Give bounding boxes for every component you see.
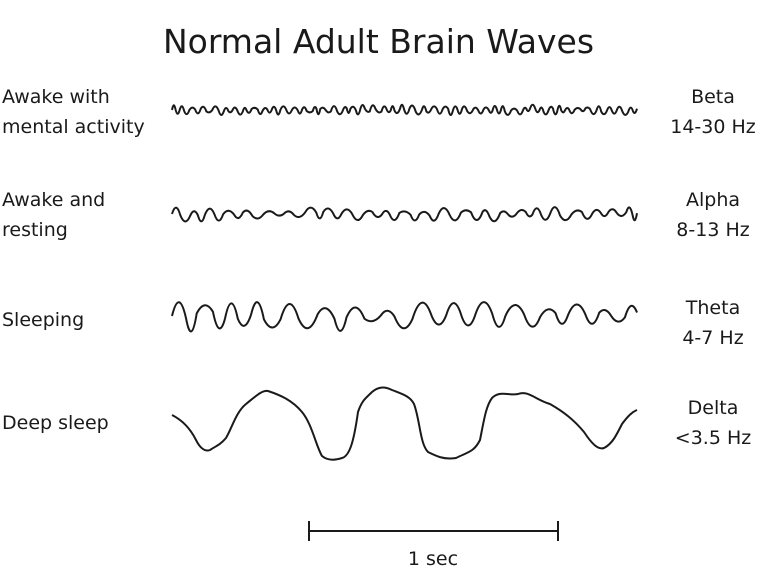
state-label-alpha: Awake and resting <box>2 185 105 245</box>
wave-name: Alpha <box>685 189 741 211</box>
beta-wave <box>171 103 638 116</box>
theta-wave <box>171 301 638 333</box>
scale-bar <box>308 521 559 541</box>
state-line: Awake with <box>2 86 110 108</box>
wave-label-theta: Theta 4-7 Hz <box>668 293 757 353</box>
wave-name: Theta <box>685 297 741 319</box>
state-line: Awake and <box>2 189 106 211</box>
state-line: Sleeping <box>2 309 85 331</box>
wave-frequency: 14-30 Hz <box>670 116 756 138</box>
wave-label-alpha: Alpha 8-13 Hz <box>668 185 757 245</box>
state-line: resting <box>2 219 68 241</box>
state-label-beta: Awake with mental activity <box>2 82 145 142</box>
state-line: Deep sleep <box>2 412 109 434</box>
wave-frequency: 8-13 Hz <box>676 219 750 241</box>
wave-frequency: <3.5 Hz <box>674 427 752 449</box>
delta-wave <box>171 386 638 461</box>
state-label-theta: Sleeping <box>2 305 84 335</box>
diagram-title: Normal Adult Brain Waves <box>162 22 595 61</box>
state-label-delta: Deep sleep <box>2 408 109 438</box>
wave-label-delta: Delta <3.5 Hz <box>668 393 757 453</box>
alpha-wave <box>171 206 638 223</box>
wave-label-beta: Beta 14-30 Hz <box>668 82 757 142</box>
scale-bar-label: 1 sec <box>407 548 459 570</box>
wave-name: Beta <box>691 86 735 108</box>
wave-frequency: 4-7 Hz <box>682 327 744 349</box>
wave-name: Delta <box>687 397 739 419</box>
state-line: mental activity <box>2 116 145 138</box>
